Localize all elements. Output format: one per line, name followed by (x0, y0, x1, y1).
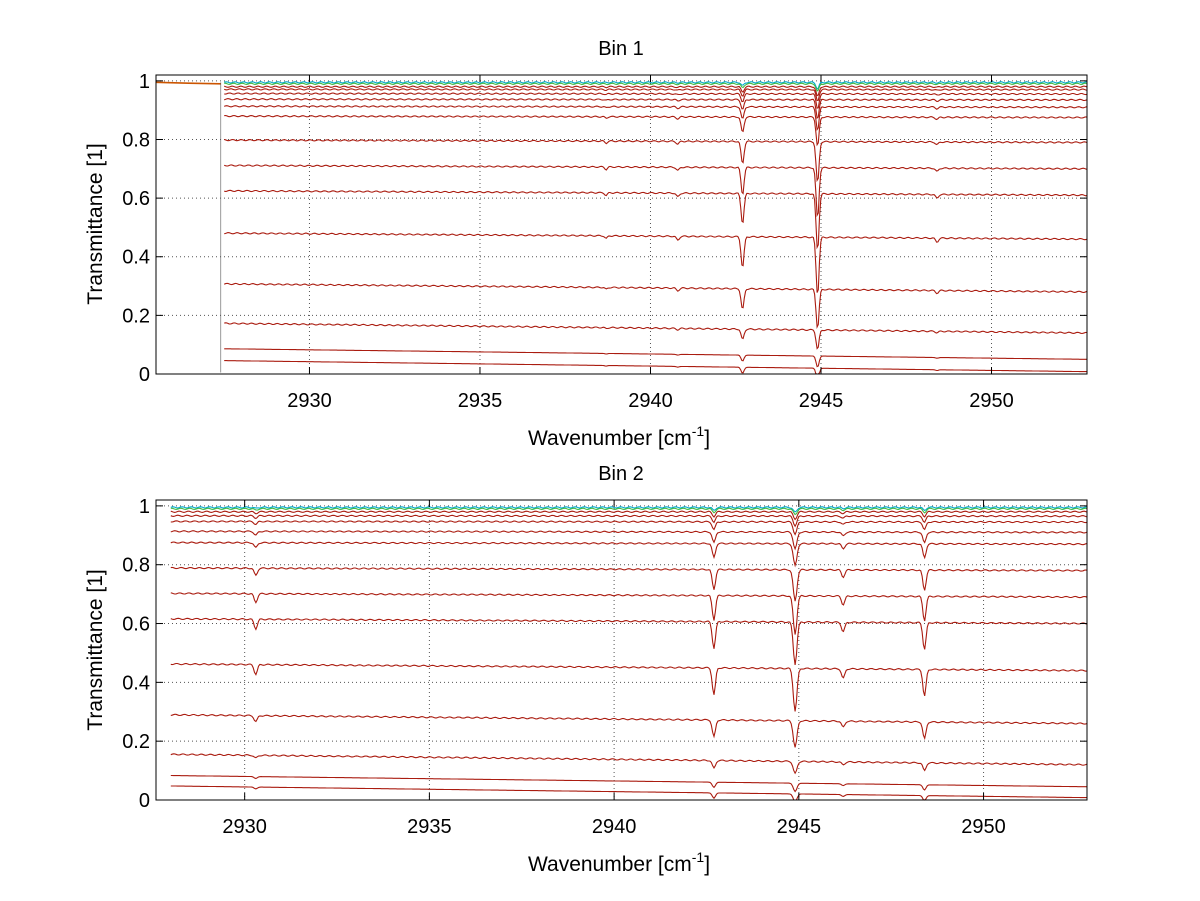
series-line (170, 662, 1088, 712)
series-line (170, 713, 1088, 748)
series-line (224, 138, 1088, 183)
y-tick-label: 0.8 (122, 555, 150, 577)
series-lines (170, 506, 1088, 801)
x-tick-label: 2950 (961, 816, 1006, 838)
series-line (170, 541, 1088, 568)
x-tick-label: 2930 (287, 390, 332, 412)
series-line (170, 530, 1088, 551)
series-line (224, 360, 1088, 375)
y-tick-label: 0.2 (122, 305, 150, 327)
series-lines (155, 81, 1088, 375)
x-axis-label: Wavenumber [cm-1] (528, 423, 710, 450)
series-line (170, 774, 1088, 793)
x-axis-label-end: ] (704, 853, 710, 876)
x-ticks: 2930 2935 2940 2945 2950 (222, 500, 1006, 838)
series-line (170, 514, 1088, 528)
y-axis-label: Transmittance [1] (84, 143, 107, 304)
series-line (170, 592, 1088, 635)
chart-bin-1: Bin 1 2930 2935 2940 2945 2950 0 0.2 0.4 0.6 0.8… (84, 38, 1088, 450)
series-line (170, 566, 1088, 602)
y-axis-label: Transmittance [1] (84, 569, 107, 730)
series-line (170, 510, 1088, 521)
grid-lines (156, 500, 1087, 801)
y-ticks: 0 0.2 0.4 0.6 0.8 1 (122, 496, 1087, 812)
series-line (223, 88, 1088, 101)
x-axis-label: Wavenumber [cm-1] (528, 849, 710, 876)
series-line (170, 506, 1088, 513)
plot-frame (155, 499, 1088, 801)
y-tick-label: 0.4 (122, 247, 150, 269)
x-ticks: 2930 2935 2940 2945 2950 (287, 75, 1014, 412)
series-line (224, 189, 1088, 250)
series-line (170, 753, 1088, 775)
series-line (223, 105, 1088, 131)
x-axis-label-sup: -1 (692, 423, 705, 439)
y-tick-label: 0 (139, 364, 150, 386)
y-tick-label: 0 (139, 790, 150, 812)
x-tick-label: 2945 (799, 390, 844, 412)
series-line (224, 232, 1088, 293)
x-tick-label: 2930 (222, 816, 267, 838)
series-line (224, 322, 1088, 350)
x-tick-label: 2935 (407, 816, 452, 838)
series-line (170, 785, 1087, 801)
series-line (224, 92, 1088, 109)
series-line-leading (155, 81, 221, 85)
y-tick-label: 0.6 (122, 614, 150, 636)
x-tick-label: 2935 (458, 390, 503, 412)
plot-frame (155, 74, 1088, 375)
series-line (224, 85, 1088, 97)
x-axis-label-text: Wavenumber [cm (528, 853, 692, 876)
series-line (224, 98, 1088, 120)
x-axis-label-sup: -1 (692, 849, 705, 865)
chart-bin-2: Bin 2 2930 2935 2940 2945 2950 0 0.2 0.4 0.6 0.8… (84, 463, 1088, 876)
series-line (170, 617, 1088, 665)
x-tick-label: 2940 (592, 816, 637, 838)
series-line (224, 348, 1087, 368)
x-axis-label-text: Wavenumber [cm (528, 427, 692, 450)
series-line (224, 114, 1088, 147)
series-line (224, 82, 1088, 92)
y-tick-label: 0.4 (122, 672, 150, 694)
series-line (223, 164, 1088, 218)
y-tick-label: 0.8 (122, 129, 150, 151)
x-tick-label: 2940 (628, 390, 673, 412)
x-tick-label: 2950 (969, 390, 1014, 412)
y-tick-label: 1 (139, 71, 150, 93)
y-ticks: 0 0.2 0.4 0.6 0.8 1 (122, 71, 1087, 386)
chart-title: Bin 2 (598, 463, 644, 485)
series-line (170, 507, 1088, 516)
y-tick-label: 0.6 (122, 188, 150, 210)
series-line (223, 282, 1088, 329)
x-tick-label: 2945 (777, 816, 822, 838)
y-tick-label: 1 (139, 496, 150, 518)
series-line (170, 520, 1088, 536)
grid-lines (156, 75, 1087, 375)
y-tick-label: 0.2 (122, 731, 150, 753)
x-axis-label-end: ] (704, 427, 710, 450)
series-line (224, 81, 1088, 90)
chart-title: Bin 1 (598, 38, 644, 60)
